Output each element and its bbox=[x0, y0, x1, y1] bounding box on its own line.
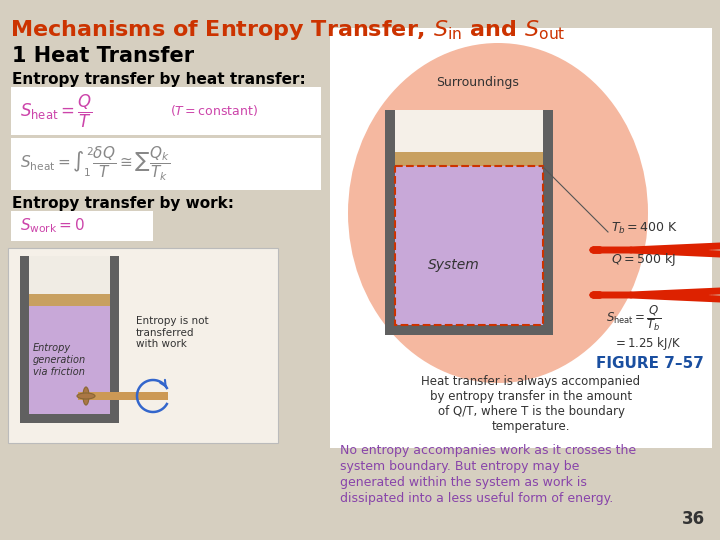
Bar bbox=[29, 306, 119, 414]
Bar bbox=[395, 152, 543, 166]
Text: System: System bbox=[428, 258, 480, 272]
Text: 1 Heat Transfer: 1 Heat Transfer bbox=[12, 46, 194, 66]
Bar bbox=[385, 110, 395, 325]
Text: Heat transfer is always accompanied: Heat transfer is always accompanied bbox=[421, 375, 641, 388]
Text: Mechanisms of Entropy Transfer, $S_{\rm in}$ and $S_{\rm out}$: Mechanisms of Entropy Transfer, $S_{\rm … bbox=[10, 18, 565, 42]
Bar bbox=[330, 28, 712, 448]
Text: by entropy transfer in the amount: by entropy transfer in the amount bbox=[430, 390, 632, 403]
Bar bbox=[20, 256, 29, 414]
Bar bbox=[395, 110, 543, 152]
Text: dissipated into a less useful form of energy.: dissipated into a less useful form of en… bbox=[340, 492, 613, 505]
Text: system boundary. But entropy may be: system boundary. But entropy may be bbox=[340, 460, 580, 473]
Ellipse shape bbox=[348, 43, 648, 383]
Text: $S_{\rm work}=0$: $S_{\rm work}=0$ bbox=[20, 217, 85, 235]
Ellipse shape bbox=[77, 393, 95, 399]
Text: $S_{\rm heat}=\dfrac{Q}{T}$: $S_{\rm heat}=\dfrac{Q}{T}$ bbox=[20, 92, 93, 130]
Text: temperature.: temperature. bbox=[492, 420, 570, 433]
FancyBboxPatch shape bbox=[11, 87, 321, 135]
Text: Surroundings: Surroundings bbox=[436, 76, 519, 89]
Bar bbox=[110, 256, 119, 414]
Bar bbox=[8, 248, 278, 443]
Bar bbox=[395, 166, 543, 325]
Bar bbox=[29, 294, 119, 306]
Text: FIGURE 7–57: FIGURE 7–57 bbox=[596, 356, 704, 371]
Bar bbox=[543, 110, 553, 325]
Text: generated within the system as work is: generated within the system as work is bbox=[340, 476, 587, 489]
Text: $Q = 500\ {\rm kJ}$: $Q = 500\ {\rm kJ}$ bbox=[611, 252, 676, 268]
Text: Entropy is not
transferred
with work: Entropy is not transferred with work bbox=[136, 316, 209, 349]
Text: $T_b = 400\ {\rm K}$: $T_b = 400\ {\rm K}$ bbox=[611, 220, 678, 235]
Ellipse shape bbox=[83, 387, 89, 405]
Text: $(T={\rm constant})$: $(T={\rm constant})$ bbox=[170, 104, 258, 118]
FancyBboxPatch shape bbox=[11, 211, 153, 241]
Text: Entropy transfer by heat transfer:: Entropy transfer by heat transfer: bbox=[12, 72, 306, 87]
Bar bbox=[395, 166, 543, 325]
Bar bbox=[385, 325, 553, 335]
Bar bbox=[29, 256, 119, 294]
Text: $S_{\rm heat}=\dfrac{Q}{T_b}$: $S_{\rm heat}=\dfrac{Q}{T_b}$ bbox=[606, 303, 662, 333]
Text: 36: 36 bbox=[682, 510, 705, 528]
Text: $= 1.25\ {\rm kJ/K}$: $= 1.25\ {\rm kJ/K}$ bbox=[613, 335, 681, 352]
Text: No entropy accompanies work as it crosses the: No entropy accompanies work as it crosse… bbox=[340, 444, 636, 457]
Text: Entropy
generation
via friction: Entropy generation via friction bbox=[33, 343, 86, 376]
FancyBboxPatch shape bbox=[11, 138, 321, 190]
Text: Entropy transfer by work:: Entropy transfer by work: bbox=[12, 196, 234, 211]
Bar bbox=[78, 392, 168, 400]
Text: $S_{\rm heat}=\int_1^2\dfrac{\delta Q}{T}\cong\sum\dfrac{Q_k}{T_k}$: $S_{\rm heat}=\int_1^2\dfrac{\delta Q}{T… bbox=[20, 145, 170, 183]
Bar bbox=[20, 414, 119, 423]
Text: of Q/T, where T is the boundary: of Q/T, where T is the boundary bbox=[438, 405, 624, 418]
